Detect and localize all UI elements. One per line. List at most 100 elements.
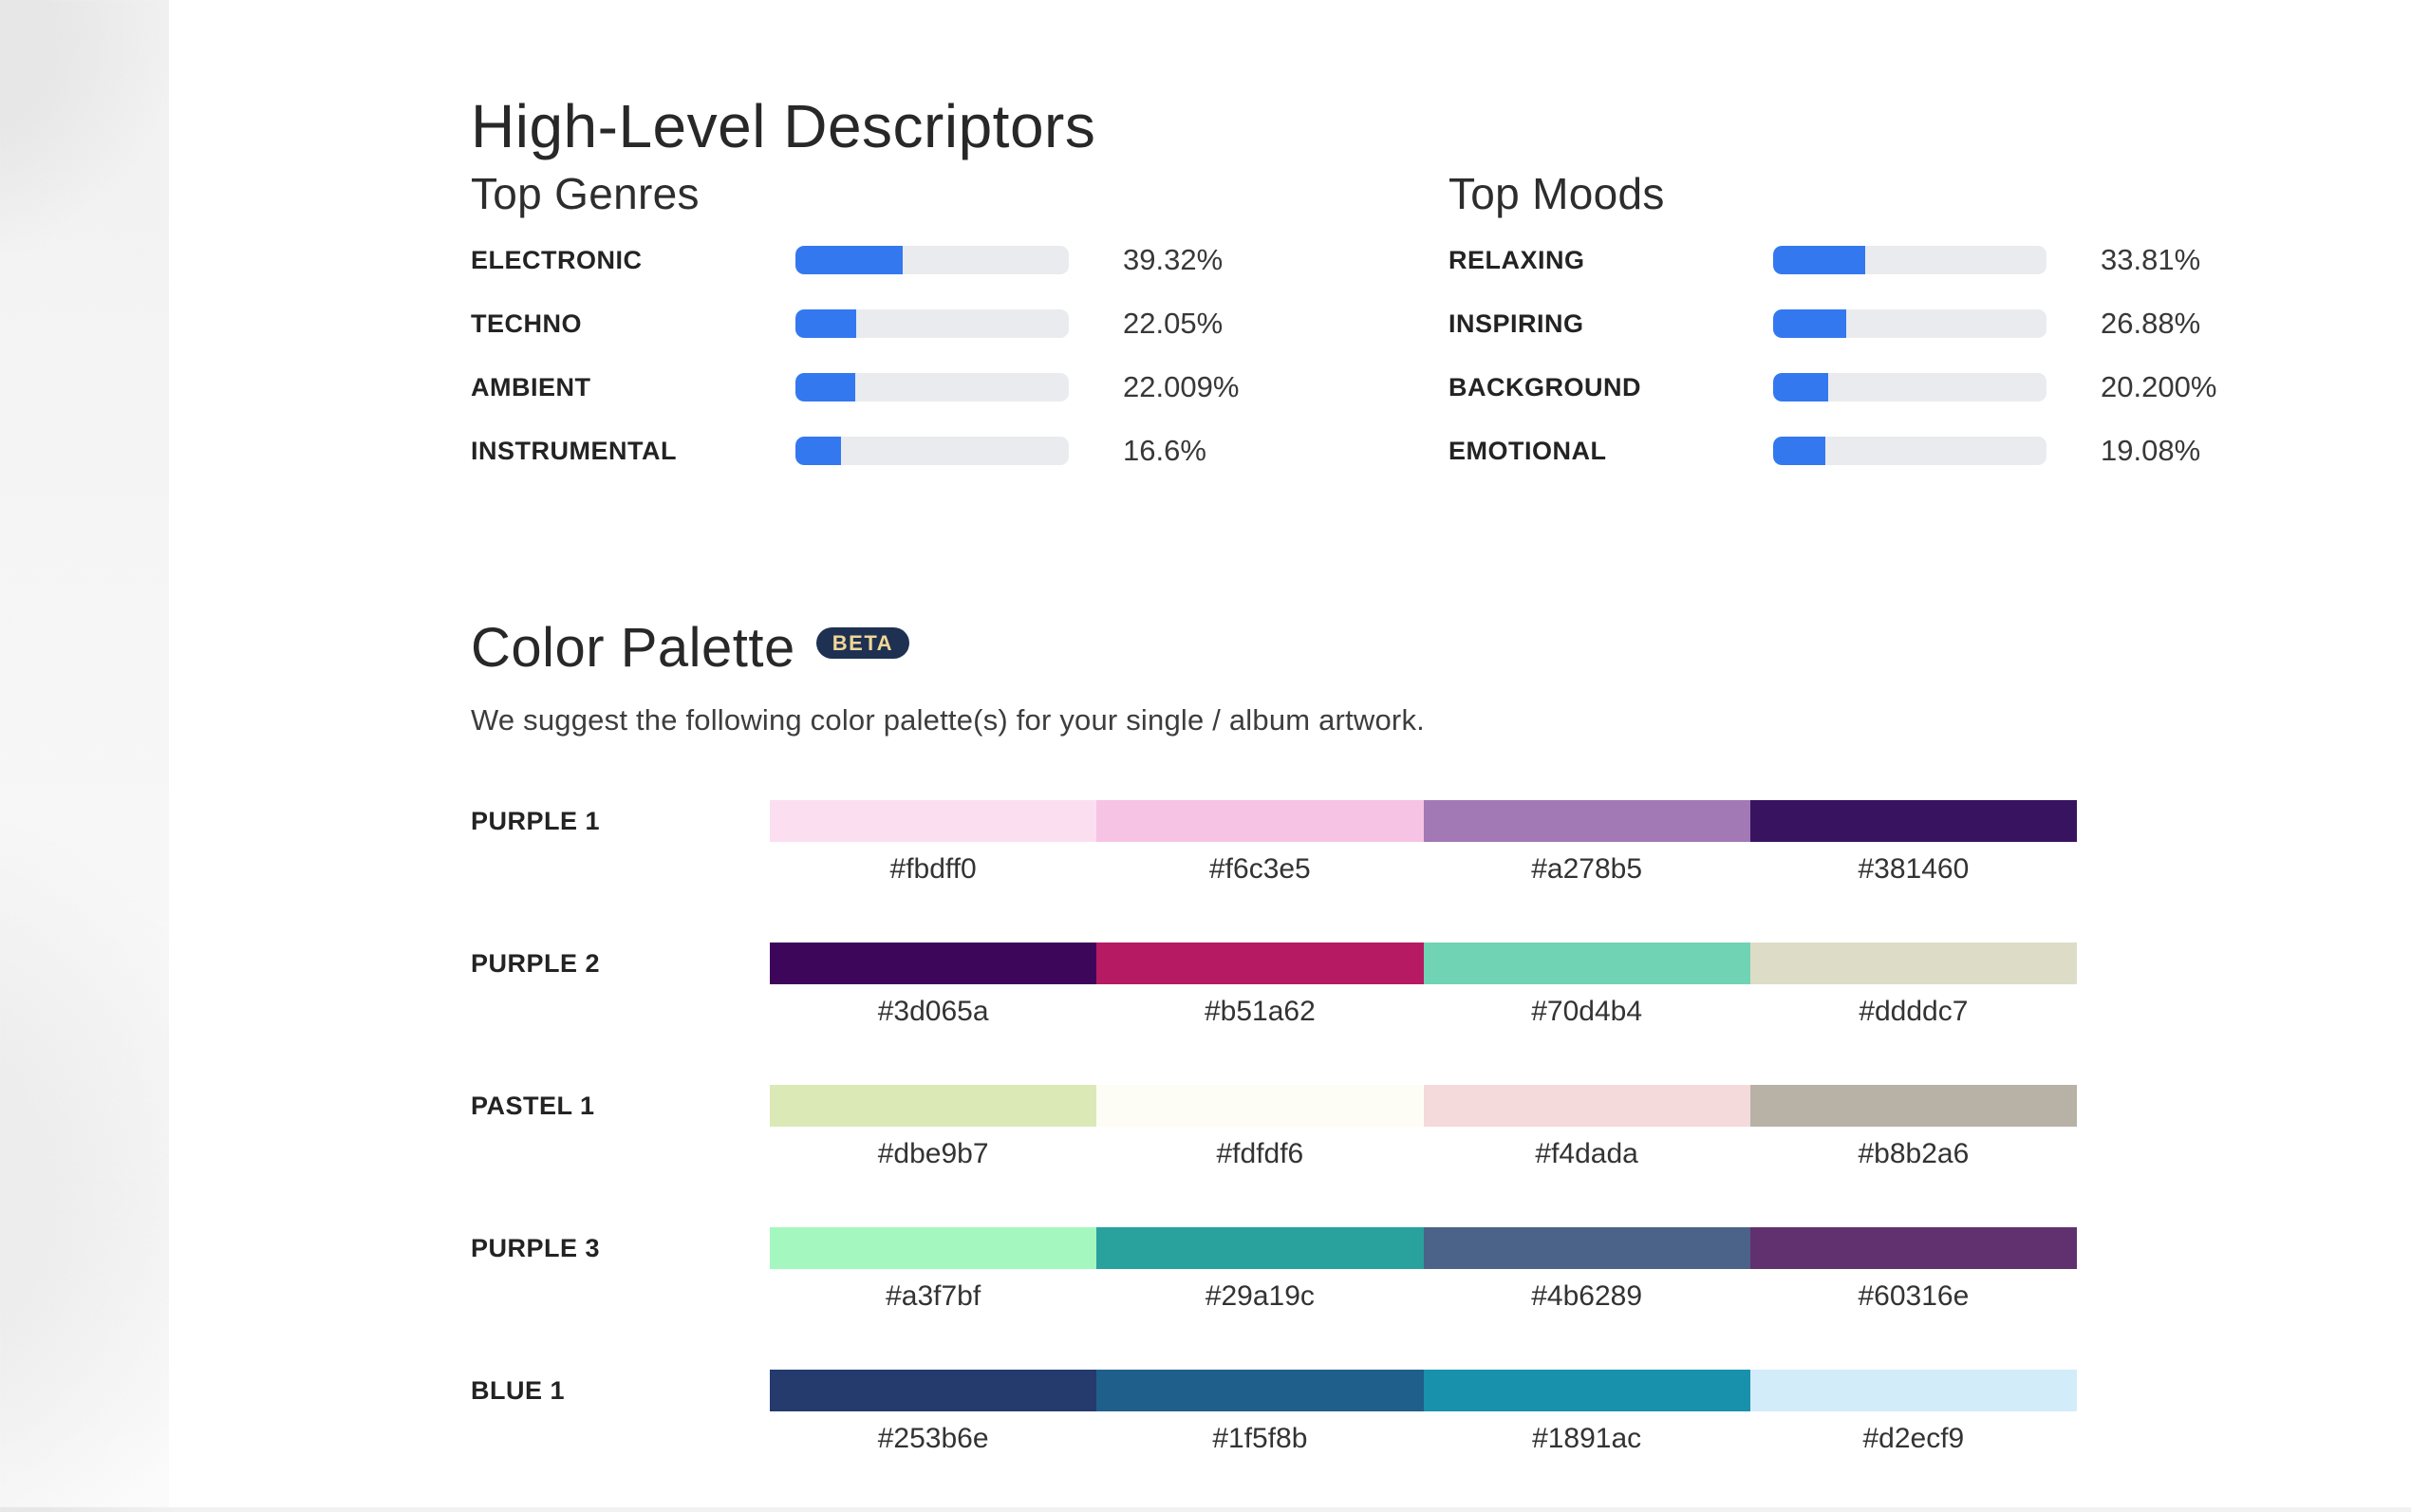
color-swatch <box>770 800 1097 842</box>
color-swatch <box>770 1370 1097 1411</box>
swatch-hex-label: #dbe9b7 <box>877 1138 989 1169</box>
palette-row-label: BLUE 1 <box>471 1376 566 1405</box>
swatch-hex-label: #381460 <box>1858 853 1970 885</box>
palette-row-label: PASTEL 1 <box>471 1092 595 1120</box>
mood-row: BACKGROUND 20.200% <box>1448 370 2360 403</box>
color-swatch <box>1096 1227 1424 1269</box>
color-swatch <box>1749 1085 2077 1127</box>
color-swatch <box>1096 1085 1424 1127</box>
swatch-hex-label: #fbdff0 <box>889 853 977 885</box>
genre-row: INSTRUMENTAL 16.6% <box>471 434 1382 467</box>
genre-value: 16.6% <box>1123 434 1206 467</box>
swatch-strip <box>770 943 2077 984</box>
color-swatch <box>770 943 1097 984</box>
mood-bar-track <box>1773 437 2047 465</box>
page-title: High-Level Descriptors <box>471 91 1096 160</box>
mood-bar-fill <box>1773 246 1866 274</box>
color-swatch <box>1423 1370 1750 1411</box>
color-swatch <box>1749 1227 2077 1269</box>
swatch-strip <box>770 1370 2077 1411</box>
swatch-hex-label: #ddddc7 <box>1859 996 1969 1027</box>
color-swatch <box>1749 800 2077 842</box>
color-swatch <box>1749 943 2077 984</box>
genre-label: AMBIENT <box>471 372 591 401</box>
swatch-hex-label: #3d065a <box>877 996 989 1027</box>
palette-row: PASTEL 1 #dbe9b7 #fdfdf6 #f4dada #b8b2a6 <box>471 1085 2077 1227</box>
hex-row: #dbe9b7 #fdfdf6 #f4dada #b8b2a6 <box>770 1138 2077 1170</box>
top-genres-section: Top Genres ELECTRONIC 39.32% TECHNO 22.0… <box>471 167 1382 500</box>
mood-bar-fill <box>1773 437 1825 465</box>
color-swatch <box>1423 1085 1750 1127</box>
genre-bar-track <box>795 437 1069 465</box>
hex-row: #3d065a #b51a62 #70d4b4 #ddddc7 <box>770 996 2077 1028</box>
mood-label: INSPIRING <box>1448 308 1584 338</box>
color-swatch <box>770 1085 1097 1127</box>
palette-row: PURPLE 3 #a3f7bf #29a19c #4b6289 #60316e <box>471 1227 2077 1370</box>
swatch-hex-label: #1f5f8b <box>1212 1423 1308 1454</box>
genre-row: TECHNO 22.05% <box>471 307 1382 340</box>
swatch-hex-label: #b51a62 <box>1204 996 1316 1027</box>
palette-row: PURPLE 1 #fbdff0 #f6c3e5 #a278b5 #381460 <box>471 800 2077 943</box>
genre-bar-fill <box>795 373 856 401</box>
palette-row: PURPLE 2 #3d065a #b51a62 #70d4b4 #ddddc7 <box>471 943 2077 1085</box>
swatch-hex-label: #253b6e <box>877 1423 989 1454</box>
swatch-hex-label: #29a19c <box>1205 1280 1315 1312</box>
genre-value: 22.05% <box>1123 307 1224 340</box>
genre-bar-fill <box>795 246 904 274</box>
genre-bar-track <box>795 309 1069 338</box>
mood-bar-track <box>1773 309 2047 338</box>
palette-row-label: PURPLE 3 <box>471 1234 601 1262</box>
swatch-hex-label: #a3f7bf <box>886 1280 981 1312</box>
mood-value: 19.08% <box>2101 434 2201 467</box>
genre-row: ELECTRONIC 39.32% <box>471 243 1382 276</box>
mood-row: RELAXING 33.81% <box>1448 243 2360 276</box>
hex-row: #fbdff0 #f6c3e5 #a278b5 #381460 <box>770 853 2077 886</box>
mood-value: 33.81% <box>2101 243 2201 276</box>
mood-bar-track <box>1773 246 2047 274</box>
swatch-strip <box>770 800 2077 842</box>
mood-label: EMOTIONAL <box>1448 436 1607 465</box>
color-swatch <box>1423 943 1750 984</box>
mood-bar-fill <box>1773 373 1829 401</box>
top-genres-heading: Top Genres <box>471 169 700 218</box>
swatch-hex-label: #60316e <box>1858 1280 1970 1312</box>
palette-row-label: PURPLE 2 <box>471 949 601 978</box>
genre-bar-track <box>795 246 1069 274</box>
mood-label: BACKGROUND <box>1448 372 1641 401</box>
color-swatch <box>1096 1370 1424 1411</box>
palette-row-label: PURPLE 1 <box>471 807 601 835</box>
mood-bar-fill <box>1773 309 1847 338</box>
swatch-hex-label: #70d4b4 <box>1531 996 1643 1027</box>
mood-row: EMOTIONAL 19.08% <box>1448 434 2360 467</box>
color-swatch <box>1423 800 1750 842</box>
beta-badge: BETA <box>815 627 910 659</box>
color-palette-heading: Color Palette <box>471 617 795 679</box>
hex-row: #a3f7bf #29a19c #4b6289 #60316e <box>770 1280 2077 1313</box>
hex-row: #253b6e #1f5f8b #1891ac #d2ecf9 <box>770 1423 2077 1455</box>
color-swatch <box>1423 1227 1750 1269</box>
swatch-hex-label: #b8b2a6 <box>1858 1138 1970 1169</box>
genre-label: INSTRUMENTAL <box>471 436 677 465</box>
mood-row: INSPIRING 26.88% <box>1448 307 2360 340</box>
mood-value: 20.200% <box>2101 370 2217 403</box>
swatch-hex-label: #a278b5 <box>1531 853 1643 885</box>
genre-bar-fill <box>795 309 856 338</box>
genre-label: ELECTRONIC <box>471 245 643 274</box>
swatch-hex-label: #d2ecf9 <box>1862 1423 1965 1454</box>
color-palette-header: Color Palette BETA <box>471 617 910 680</box>
palette-row: BLUE 1 #253b6e #1f5f8b #1891ac #d2ecf9 <box>471 1370 2077 1512</box>
swatch-hex-label: #f4dada <box>1535 1138 1638 1169</box>
swatch-strip <box>770 1227 2077 1269</box>
swatch-hex-label: #4b6289 <box>1531 1280 1643 1312</box>
content-card: High-Level Descriptors Top Genres ELECTR… <box>169 0 2411 1507</box>
swatch-hex-label: #1891ac <box>1532 1423 1642 1454</box>
swatch-hex-label: #fdfdf6 <box>1216 1138 1304 1169</box>
palette-subtitle: We suggest the following color palette(s… <box>471 703 1425 737</box>
color-swatch <box>1096 943 1424 984</box>
genre-label: TECHNO <box>471 308 582 338</box>
color-swatch <box>770 1227 1097 1269</box>
color-swatch <box>1096 800 1424 842</box>
mood-bar-track <box>1773 373 2047 401</box>
swatch-strip <box>770 1085 2077 1127</box>
genre-bar-track <box>795 373 1069 401</box>
